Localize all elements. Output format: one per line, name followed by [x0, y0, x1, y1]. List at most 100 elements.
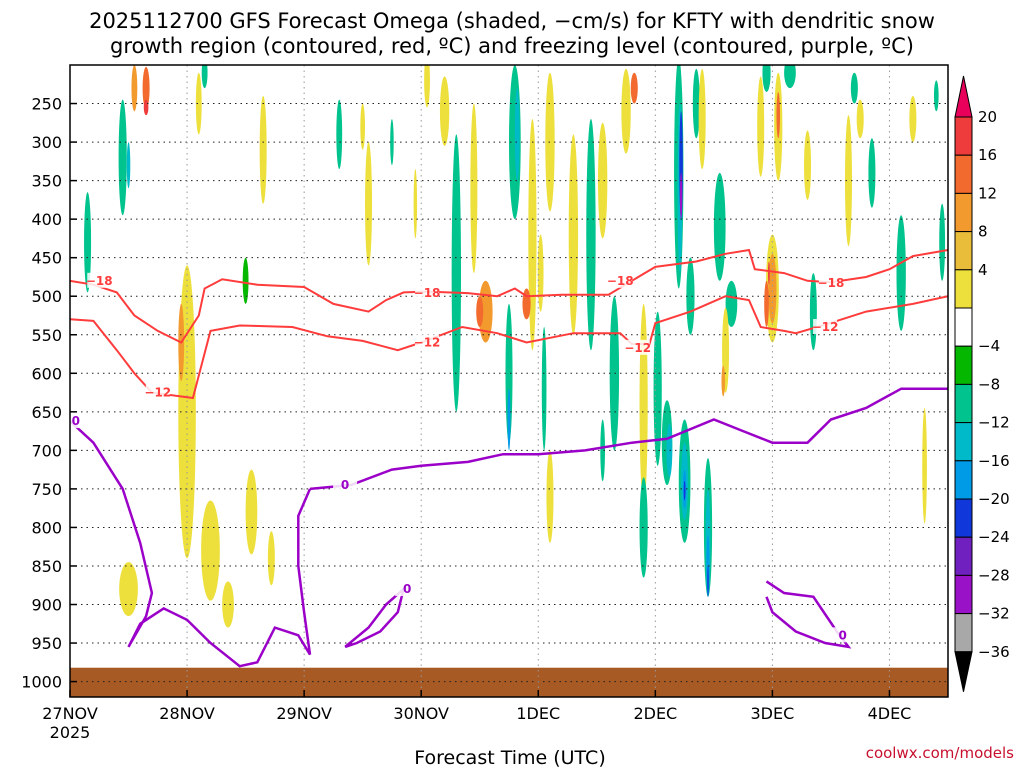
colorbar-tick-label: −20 [978, 490, 1010, 508]
omega-cell [537, 234, 544, 312]
omega-cell [118, 99, 127, 216]
contour-label-bg [70, 413, 88, 429]
omega-cell [653, 311, 662, 466]
omega-cell [451, 134, 462, 412]
contour-label: −18 [86, 274, 113, 288]
colorbar-swatch [954, 613, 973, 653]
omega-cell [439, 76, 450, 146]
contour-label-bg [818, 275, 843, 291]
colorbar-swatch [954, 192, 973, 233]
y-axis-ticks: 250 300 350 400 450 500 550 600 650 700 750 800 850 9… [21, 95, 77, 692]
colorbar-swatch [954, 460, 973, 500]
colorbar-tick-label: 4 [978, 261, 988, 279]
x-tick-label: 2DEC [633, 704, 677, 723]
omega-cell [507, 388, 511, 451]
colorbar-tick-label: −12 [978, 414, 1010, 432]
y-tick-label: 450 [31, 249, 62, 268]
omega-cell [390, 118, 394, 166]
colorbar-swatch [954, 269, 973, 309]
freezing-level-line [309, 387, 948, 491]
omega-cell [528, 118, 537, 351]
y-tick-label: 550 [31, 326, 62, 345]
omega-cell [514, 88, 520, 181]
chart-title-line-1: 2025112700 GFS Forecast Omega (shaded, −… [89, 9, 935, 33]
x-tick-label: 4DEC [868, 704, 912, 723]
colorbar-tick-label: −4 [978, 337, 1000, 355]
y-tick-label: 950 [31, 634, 62, 653]
contour-label: 0 [838, 628, 846, 642]
x-axis-title: Forecast Time (UTC) [414, 747, 605, 768]
omega-cell [195, 72, 202, 135]
omega-cell [476, 296, 484, 328]
omega-cell [131, 65, 138, 112]
contour-label-bg [608, 272, 633, 288]
omega-cell [639, 303, 648, 505]
y-tick-label: 700 [31, 441, 62, 460]
omega-cell [707, 565, 709, 597]
omega-cell [126, 142, 131, 189]
omega-cell [222, 581, 234, 628]
omega-cell [768, 261, 770, 285]
y-tick-label: 850 [31, 557, 62, 576]
omega-cell [546, 450, 554, 543]
contour-label-bg [813, 319, 838, 335]
contour-label: −12 [812, 320, 839, 334]
omega-cell [586, 118, 596, 351]
colorbar-tick-label: 16 [978, 146, 997, 164]
omega-cell [776, 91, 781, 139]
contour-label-bg [333, 477, 358, 493]
omega-cell [713, 172, 726, 281]
contour-lines: −18 −18 −18 −18 −12 −12 −12 −12 0 0 0 0 [70, 248, 948, 668]
omega-cell [686, 257, 695, 335]
contour-label: −12 [414, 335, 441, 349]
x-tick-label: 1DEC [516, 704, 560, 723]
omega-cell [933, 80, 939, 112]
colorbar-swatch [954, 154, 973, 194]
y-tick-label: 500 [31, 287, 62, 306]
colorbar-swatch [954, 536, 973, 576]
omega-cell [621, 68, 631, 154]
omega-cell [541, 327, 547, 451]
omega-cell [809, 273, 817, 351]
dendritic-contour-line [70, 295, 948, 400]
freezing-level-line [70, 420, 312, 668]
omega-cell [142, 66, 150, 110]
colorbar-tick-label: 12 [978, 184, 997, 202]
contour-label: 0 [72, 414, 80, 428]
colorbar-swatch [954, 498, 973, 538]
omega-cell [505, 303, 513, 443]
y-tick-label: 600 [31, 364, 62, 383]
omega-cell [909, 95, 917, 143]
contour-label: −18 [414, 286, 441, 300]
colorbar-swatch [954, 345, 973, 385]
omega-cell [470, 103, 478, 274]
omega-cell [896, 215, 906, 331]
grid-lines [70, 65, 948, 697]
omega-cell [764, 280, 769, 328]
colorbar-swatch [954, 116, 973, 156]
omega-cell [245, 469, 258, 555]
colorbar-tick-label: −24 [978, 528, 1010, 546]
plot-frame [69, 64, 949, 698]
contour-label: −12 [144, 386, 171, 400]
contour-label-bg [625, 339, 650, 355]
colorbar-legend: 20 16 12 8 4 −4 −8 −12 −16 −20 −24 −28 −32 −36 [954, 75, 1010, 692]
x-tick-label: 27NOV [42, 704, 98, 723]
contour-label-bg [415, 334, 440, 350]
omega-cell [868, 138, 876, 208]
x-axis-year-label: 2025 [50, 723, 91, 742]
omega-cell [725, 280, 738, 328]
y-tick-label: 300 [31, 133, 62, 152]
y-tick-label: 250 [31, 95, 62, 114]
omega-cell [922, 407, 927, 524]
colorbar-tick-label: 20 [978, 108, 997, 126]
contour-label: 0 [403, 582, 411, 596]
omega-shading [84, 65, 946, 628]
x-tick-label: 29NOV [276, 704, 332, 723]
omega-cell [84, 192, 92, 293]
contour-label-bg [830, 627, 855, 643]
x-tick-label: 3DEC [751, 704, 795, 723]
y-tick-label: 800 [31, 518, 62, 537]
omega-cell [267, 531, 275, 586]
